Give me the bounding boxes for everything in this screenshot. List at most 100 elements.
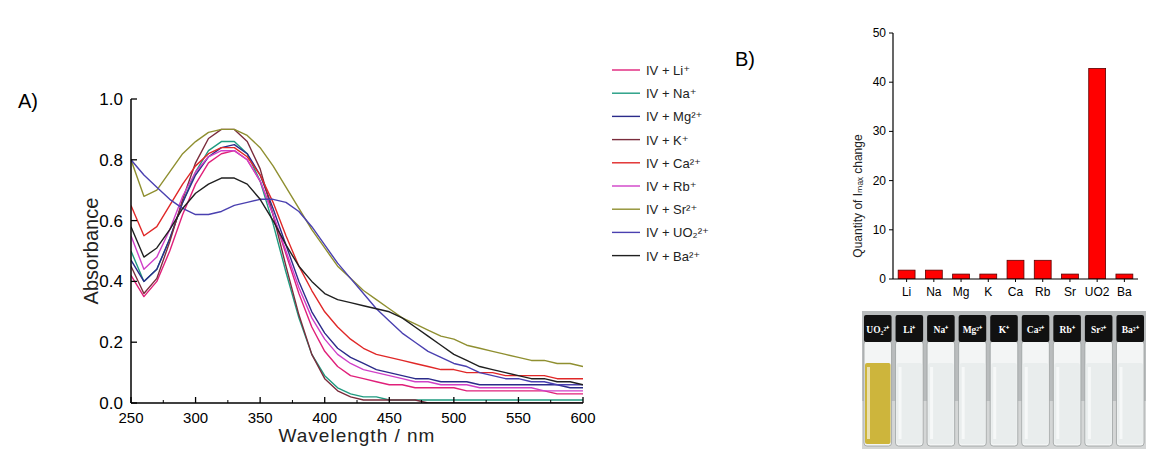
vial-label: Sr²⁺ bbox=[1091, 325, 1107, 335]
x-tick bbox=[259, 397, 260, 403]
x-tick-label: 600 bbox=[570, 409, 595, 426]
y-tick bbox=[131, 220, 137, 221]
y-tick bbox=[889, 131, 893, 132]
x-tick-label: Li bbox=[902, 285, 911, 299]
vial-glass bbox=[1085, 341, 1113, 446]
vial-label: Na⁺ bbox=[934, 325, 950, 335]
vial-glass bbox=[1022, 341, 1050, 446]
vial-solution bbox=[1117, 363, 1143, 444]
vial-label: Ba²⁺ bbox=[1122, 325, 1140, 335]
x-tick bbox=[582, 397, 583, 403]
y-tick-label: 0.0 bbox=[99, 394, 123, 413]
legend-label: IV + Rb⁺ bbox=[646, 179, 697, 194]
x-tick bbox=[1097, 279, 1098, 282]
x-tick-label: Ca bbox=[1008, 285, 1024, 299]
y-tick-label: 0 bbox=[879, 272, 886, 286]
legend-swatch bbox=[612, 139, 640, 140]
spectrum-line bbox=[131, 142, 583, 400]
vial-solution bbox=[1086, 363, 1112, 444]
y-axis-label: Absorbance bbox=[80, 198, 102, 305]
y-axis-label: Quantity of Iₘₐₓ change bbox=[851, 134, 865, 258]
y-axis bbox=[130, 99, 132, 403]
bar bbox=[1062, 274, 1079, 279]
y-tick-label: 10 bbox=[873, 223, 887, 237]
spectrum-line bbox=[131, 151, 583, 394]
y-tick-label: 40 bbox=[873, 75, 887, 89]
legend-label: IV + K⁺ bbox=[646, 133, 689, 148]
legend: IV + Li⁺IV + Na⁺IV + Mg²⁺IV + K⁺IV + Ca²… bbox=[612, 63, 709, 264]
panel-b: B)LiNaMgKCaRbSrUO2Ba01020304050Quantity … bbox=[735, 26, 1138, 299]
y-tick-label: 0.6 bbox=[99, 212, 123, 231]
vial-cap bbox=[959, 315, 987, 342]
y-tick bbox=[131, 98, 137, 99]
x-minor-tick bbox=[550, 400, 551, 403]
vial-label: Li⁺ bbox=[903, 325, 916, 335]
vial-solution bbox=[1023, 363, 1049, 444]
x-tick bbox=[906, 279, 907, 282]
spectrum-line bbox=[131, 178, 583, 385]
vial-highlight bbox=[962, 367, 965, 439]
vial-cap bbox=[1022, 315, 1050, 342]
x-axis-label: Wavelength / nm bbox=[279, 425, 436, 446]
x-tick bbox=[1042, 279, 1043, 282]
bar bbox=[953, 274, 970, 279]
legend-swatch bbox=[612, 116, 640, 117]
legend-label: IV + Na⁺ bbox=[646, 86, 697, 101]
vial-cap bbox=[927, 315, 955, 342]
y-tick bbox=[131, 159, 137, 160]
x-tick bbox=[1124, 279, 1125, 282]
bar-group bbox=[898, 68, 1133, 279]
spectrum-line bbox=[131, 160, 583, 385]
x-tick-label: K bbox=[984, 285, 992, 299]
x-tick-label: 300 bbox=[183, 409, 208, 426]
x-tick bbox=[961, 279, 962, 282]
legend-label: IV + Ba²⁺ bbox=[646, 249, 700, 264]
x-tick bbox=[1015, 279, 1016, 282]
x-tick-label: Ba bbox=[1117, 285, 1132, 299]
y-tick-label: 20 bbox=[873, 174, 887, 188]
vial-label: Mg²⁺ bbox=[963, 325, 984, 335]
x-tick-label: 400 bbox=[312, 409, 337, 426]
vial-glass bbox=[990, 341, 1018, 446]
y-tick-label: 50 bbox=[873, 26, 887, 40]
x-tick bbox=[933, 279, 934, 282]
y-tick-label: 0.2 bbox=[99, 333, 123, 352]
x-minor-tick bbox=[486, 400, 487, 403]
legend-label: IV + UO₂²⁺ bbox=[646, 225, 709, 240]
x-tick-label: 350 bbox=[248, 409, 273, 426]
y-tick bbox=[131, 342, 137, 343]
vial-solution bbox=[960, 363, 986, 444]
legend-swatch bbox=[612, 162, 640, 163]
y-tick-label: 30 bbox=[873, 124, 887, 138]
panel-a: A)2503003504004505005506000.00.20.40.60.… bbox=[18, 63, 709, 446]
vial-solution bbox=[865, 363, 891, 444]
spectrum-line bbox=[131, 151, 583, 391]
x-tick-label: 550 bbox=[506, 409, 531, 426]
legend-label: IV + Ca²⁺ bbox=[646, 156, 701, 171]
vial-cap bbox=[1085, 315, 1113, 342]
bar bbox=[925, 270, 942, 279]
vial-glass bbox=[959, 341, 987, 446]
vial-label: K⁺ bbox=[999, 325, 1010, 335]
legend-swatch bbox=[612, 208, 640, 209]
legend-swatch bbox=[612, 232, 640, 233]
x-tick bbox=[130, 397, 131, 403]
vial-glass bbox=[896, 341, 924, 446]
vial-glass bbox=[1053, 341, 1081, 446]
legend-label: IV + Sr²⁺ bbox=[646, 202, 697, 217]
figure: A)2503003504004505005506000.00.20.40.60.… bbox=[0, 0, 1159, 451]
y-tick bbox=[889, 229, 893, 230]
background bbox=[0, 0, 1159, 451]
vial-highlight bbox=[993, 367, 996, 439]
vial-cap bbox=[864, 315, 892, 342]
x-tick-label: Mg bbox=[953, 285, 970, 299]
x-tick bbox=[988, 279, 989, 282]
vial-highlight bbox=[930, 367, 933, 439]
vial-highlight bbox=[899, 367, 902, 439]
vial-solution bbox=[928, 363, 954, 444]
x-tick bbox=[324, 397, 325, 403]
legend-swatch bbox=[612, 69, 640, 70]
photo-background bbox=[862, 311, 1146, 449]
vial-photo: UO₂²⁺Li⁺Na⁺Mg²⁺K⁺Ca²⁺Rb⁺Sr²⁺Ba²⁺ bbox=[862, 311, 1146, 449]
vial-highlight bbox=[1056, 367, 1059, 439]
